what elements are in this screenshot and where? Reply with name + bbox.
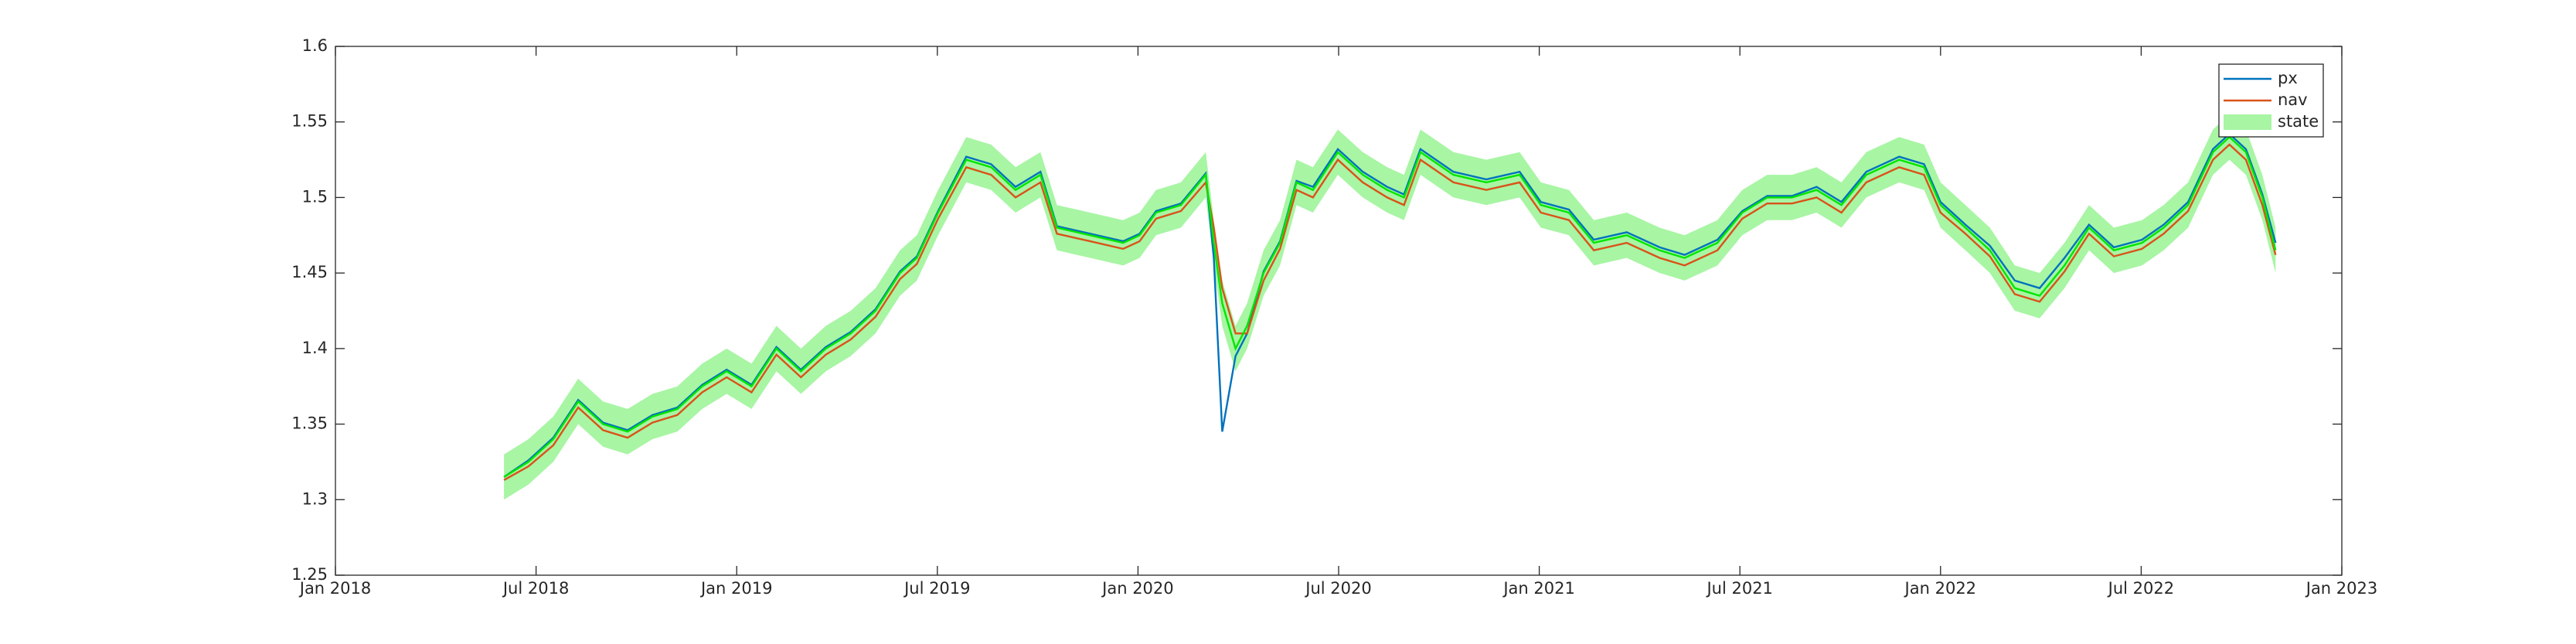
- y-tick-label: 1.4: [302, 339, 328, 357]
- legend-swatch: [2224, 114, 2271, 130]
- state-band: [504, 114, 2276, 500]
- x-tick-label: Jan 2019: [699, 579, 773, 598]
- y-tick-label: 1.5: [302, 187, 328, 206]
- legend-label: px: [2278, 69, 2298, 87]
- legend-label: nav: [2278, 90, 2308, 109]
- x-tick-label: Jan 2020: [1101, 579, 1174, 598]
- series-line: [503, 132, 2277, 478]
- legend-label: state: [2278, 112, 2319, 131]
- y-tick-label: 1.3: [302, 489, 328, 508]
- series-line: [503, 143, 2277, 481]
- y-tick-label: 1.6: [302, 36, 328, 55]
- x-tick-label: Jul 2020: [1304, 579, 1371, 598]
- series-line: [503, 135, 2277, 479]
- x-tick-label: Jan 2018: [298, 579, 372, 598]
- y-tick-label: 1.55: [291, 112, 328, 131]
- y-tick-label: 1.45: [291, 263, 328, 281]
- x-tick-label: Jul 2019: [903, 579, 970, 598]
- x-tick-label: Jul 2022: [2107, 579, 2174, 598]
- y-tick-label: 1.25: [291, 565, 328, 584]
- legend: px nav state: [2218, 63, 2324, 138]
- x-tick-label: Jul 2018: [502, 579, 569, 598]
- x-tick-label: Jan 2023: [2305, 579, 2378, 598]
- x-tick-label: Jan 2022: [1904, 579, 1977, 598]
- x-tick-label: Jul 2021: [1705, 579, 1772, 598]
- y-tick-label: 1.35: [291, 414, 328, 433]
- x-tick-label: Jan 2021: [1502, 579, 1575, 598]
